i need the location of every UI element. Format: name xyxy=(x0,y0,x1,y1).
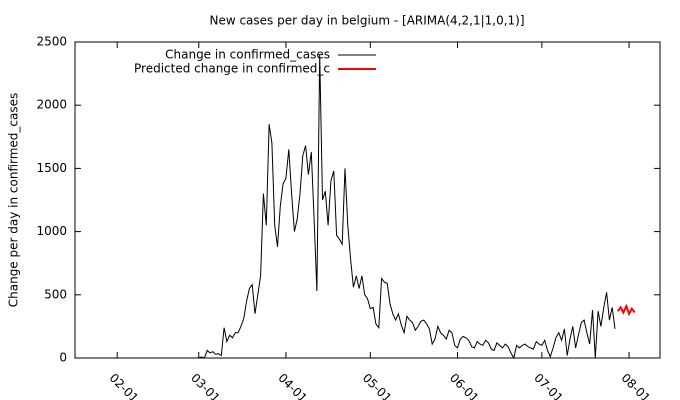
x-tick-label: 08-01 xyxy=(618,371,653,400)
legend-label: Change in confirmed_cases xyxy=(165,48,330,62)
data-line xyxy=(616,303,636,317)
y-tick-label: 0 xyxy=(59,351,67,365)
y-tick-label: 1500 xyxy=(36,161,67,175)
y-tick-label: 2500 xyxy=(36,35,67,49)
x-tick-label: 03-01 xyxy=(188,371,223,400)
y-tick-label: 500 xyxy=(44,287,67,301)
legend-label: Predicted change in confirmed_c xyxy=(134,62,330,76)
x-tick-label: 04-01 xyxy=(275,371,310,400)
y-axis-label: Change per day in confirmed_cases xyxy=(7,93,21,308)
x-tick-label: 06-01 xyxy=(447,371,482,400)
x-tick-label: 07-01 xyxy=(531,371,566,400)
y-tick-label: 2000 xyxy=(36,98,67,112)
data-line xyxy=(193,54,616,360)
chart-title: New cases per day in belgium - [ARIMA(4,… xyxy=(209,14,524,28)
plot-frame xyxy=(74,41,661,359)
x-tick-label: 05-01 xyxy=(360,371,395,400)
y-tick-label: 1000 xyxy=(36,224,67,238)
x-tick-label: 02-01 xyxy=(107,371,142,400)
